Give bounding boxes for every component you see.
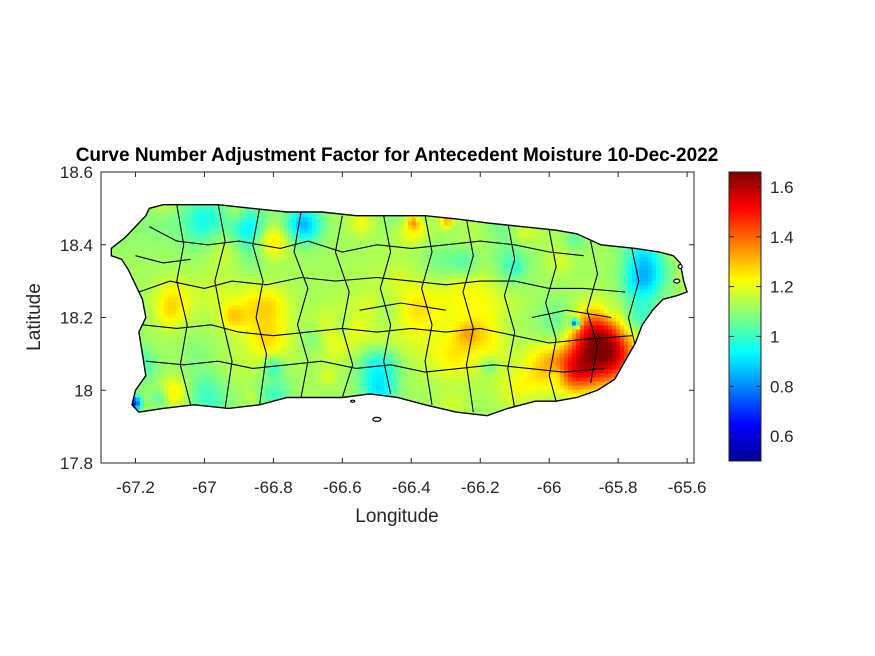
colorbar-tick-label: 1 xyxy=(770,327,779,346)
y-tick-label: 18.4 xyxy=(60,236,93,255)
colorbar-tick-label: 1.2 xyxy=(770,278,794,297)
colorbar-tick-label: 0.6 xyxy=(770,427,794,446)
cay-outline xyxy=(677,263,683,270)
x-tick-label: -67.2 xyxy=(116,478,155,497)
x-tick-label: -66.2 xyxy=(461,478,500,497)
colorbar: 0.6 0.8 1 1.2 1.4 1.6 xyxy=(728,171,794,462)
x-axis-label: Longitude xyxy=(355,506,438,527)
colorbar-gradient xyxy=(728,171,762,462)
y-tick-label: 17.8 xyxy=(60,454,93,473)
x-tick-label: -66.6 xyxy=(323,478,362,497)
colorbar-tick-label: 0.8 xyxy=(770,377,794,396)
colorbar-ticks: 0.6 0.8 1 1.2 1.4 1.6 xyxy=(729,178,794,446)
y-tick-label: 18 xyxy=(74,381,93,400)
y-axis: 17.8 18 18.2 18.4 18.6 xyxy=(60,163,694,473)
x-tick-label: -66 xyxy=(537,478,562,497)
y-tick-label: 18.6 xyxy=(60,163,93,182)
cay-outline xyxy=(372,416,382,422)
x-tick-label: -67 xyxy=(192,478,217,497)
colorbar-tick-label: 1.4 xyxy=(770,228,794,247)
map-layer xyxy=(110,204,688,422)
coastline xyxy=(110,204,688,417)
cay-outline xyxy=(673,278,681,284)
chart-title: Curve Number Adjustment Factor for Antec… xyxy=(76,145,719,166)
colorbar-tick-label: 1.6 xyxy=(770,178,794,197)
y-axis-label: Latitude xyxy=(24,283,45,351)
map-axes: -67.2 -67 -66.8 -66.6 -66.4 -66.2 -66 -65.8 -65.… xyxy=(24,163,706,527)
cay-outline xyxy=(350,399,356,403)
x-tick-label: -65.6 xyxy=(668,478,707,497)
x-tick-label: -66.8 xyxy=(254,478,293,497)
x-tick-label: -66.4 xyxy=(392,478,431,497)
y-tick-label: 18.2 xyxy=(60,309,93,328)
x-tick-label: -65.8 xyxy=(599,478,638,497)
x-axis: -67.2 -67 -66.8 -66.6 -66.4 -66.2 -66 -65.8 -65.… xyxy=(116,172,706,497)
municipality-boundaries xyxy=(135,204,640,413)
